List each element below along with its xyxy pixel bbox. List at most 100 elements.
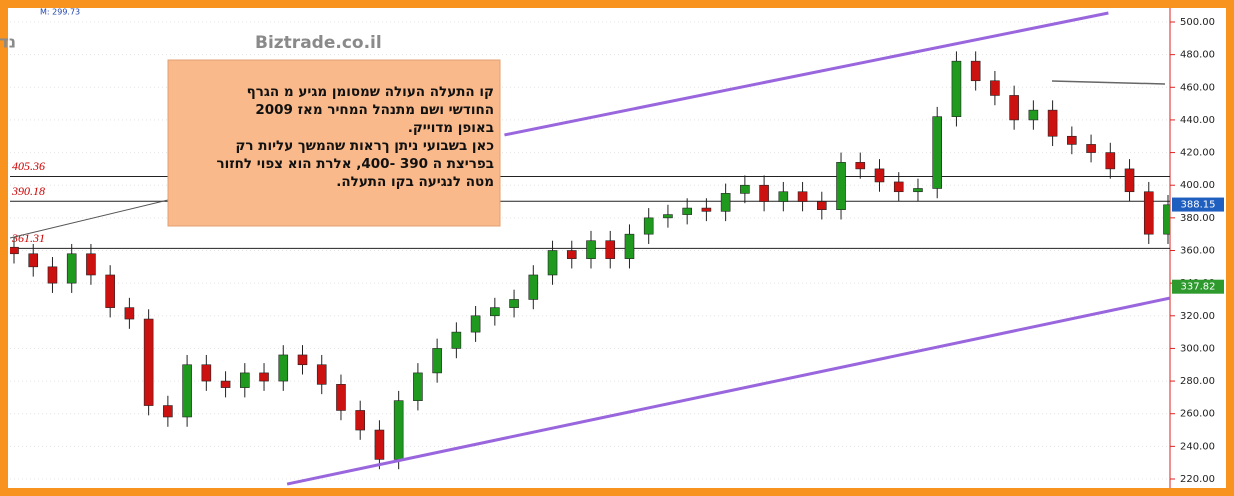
y-tick-label: 380.00 (1180, 213, 1215, 224)
annotation-line: החודשי ושם מתנהל המחיר מאז 2009 (255, 102, 494, 118)
candle-body (1028, 109, 1039, 121)
resistance-line (1051, 80, 1166, 85)
candle-body (316, 364, 327, 385)
candle-body (470, 315, 481, 333)
candle-body (1067, 135, 1077, 145)
candle-body (932, 116, 943, 189)
level-label: 390.18 (11, 184, 45, 198)
candle-body (490, 307, 500, 317)
candle-body (374, 429, 385, 460)
y-tick-label: 360.00 (1180, 246, 1215, 257)
price-tag-label: 337.82 (1181, 282, 1216, 293)
watermark: Biztrade.co.il (255, 33, 382, 53)
y-axis: 220.00240.00260.00280.00300.00320.00340.… (1170, 17, 1224, 485)
candle-body (1143, 191, 1154, 235)
candle-body (874, 168, 885, 183)
candle-body (278, 354, 289, 382)
candle-body (624, 233, 635, 259)
candle-body (740, 184, 750, 194)
candle-body (509, 299, 519, 308)
candle-body (1086, 144, 1096, 153)
candle-body (1047, 109, 1058, 137)
candle-body (432, 348, 442, 374)
y-tick-label: 280.00 (1180, 376, 1215, 387)
plot: 405.36 390.18 361.31 (10, 11, 1170, 486)
candle-body (259, 372, 269, 382)
annotation-line: בפריצת ה 390 -400, אלרת הוא צפוי לחזור (216, 156, 494, 172)
candle-body (547, 250, 558, 276)
candle-body (855, 162, 866, 170)
annotation: קו התעלה העולה שמסומן מגיע מ הגרף החודשי … (216, 84, 494, 190)
candle-body (1009, 95, 1019, 121)
candle-body (124, 307, 135, 320)
candle-body (297, 354, 308, 366)
candle-body (336, 384, 346, 411)
y-tick-label: 220.00 (1180, 474, 1215, 485)
candle-body (413, 372, 423, 401)
candle-body (66, 253, 77, 284)
trend-line (504, 11, 1109, 137)
candle-body (605, 240, 616, 259)
candle-body (893, 181, 904, 193)
annotation-line: קו התעלה העולה שמסומן מגיע מ הגרף (247, 84, 494, 100)
candle-body (143, 318, 154, 406)
candle-body (1105, 152, 1116, 170)
candle-body (720, 193, 731, 212)
y-tick-label: 480.00 (1180, 50, 1215, 61)
y-tick-label: 300.00 (1180, 343, 1215, 354)
price-tag (1172, 197, 1224, 212)
candle-body (105, 274, 115, 308)
candle-body (201, 364, 212, 382)
candle-body (990, 80, 1000, 96)
candle-body (663, 214, 673, 219)
candle-body (759, 184, 769, 202)
candle-body (1163, 204, 1170, 235)
candle-body (586, 240, 596, 259)
symbol-label: נדלן 15 (0, 33, 16, 52)
y-tick-label: 260.00 (1180, 409, 1215, 420)
candle-body (778, 191, 789, 202)
candle-body (836, 162, 846, 210)
candle-body (797, 191, 808, 202)
candle-body (970, 60, 981, 82)
candle-body (682, 207, 692, 215)
candle-body (701, 207, 712, 212)
annotation-line: מטה לנגיעה בקו התעלה. (336, 174, 494, 190)
y-tick-label: 320.00 (1180, 311, 1215, 322)
candle-body (182, 364, 192, 418)
y-tick-label: 420.00 (1180, 148, 1215, 159)
candle-body (451, 331, 462, 349)
candle-body (1124, 168, 1135, 193)
candle-body (951, 60, 962, 117)
candle-body (163, 405, 173, 418)
candle-body (240, 372, 250, 388)
candle-body (566, 250, 577, 259)
candle-body (816, 201, 827, 210)
y-tick-label: 240.00 (1180, 441, 1215, 452)
annotation-line: כאן בשבועי ניתן ךראות שהמשך עליות רק (235, 138, 494, 154)
candle-body (86, 253, 96, 276)
candle-body (10, 246, 19, 255)
candle-body (913, 188, 923, 193)
top-label: M: 299.73 (40, 8, 80, 17)
trend-line (286, 296, 1170, 486)
level-label: 405.36 (12, 159, 45, 173)
level-label: 361.31 (11, 231, 45, 245)
price-tag (1172, 279, 1224, 294)
candle-body (528, 274, 539, 300)
y-tick-label: 400.00 (1180, 180, 1215, 191)
y-tick-label: 440.00 (1180, 115, 1215, 126)
price-tag-label: 388.15 (1181, 200, 1216, 211)
candle-body (220, 380, 231, 388)
leader-line (9, 199, 169, 239)
annotation-box (167, 59, 501, 227)
grid (10, 21, 1170, 480)
candle-body (355, 410, 366, 431)
annotation-line: באופן מדוייק. (408, 120, 494, 136)
candle-body (643, 217, 654, 235)
y-tick-label: 500.00 (1180, 17, 1215, 28)
candle-body (47, 266, 58, 284)
candle-body (28, 253, 39, 268)
